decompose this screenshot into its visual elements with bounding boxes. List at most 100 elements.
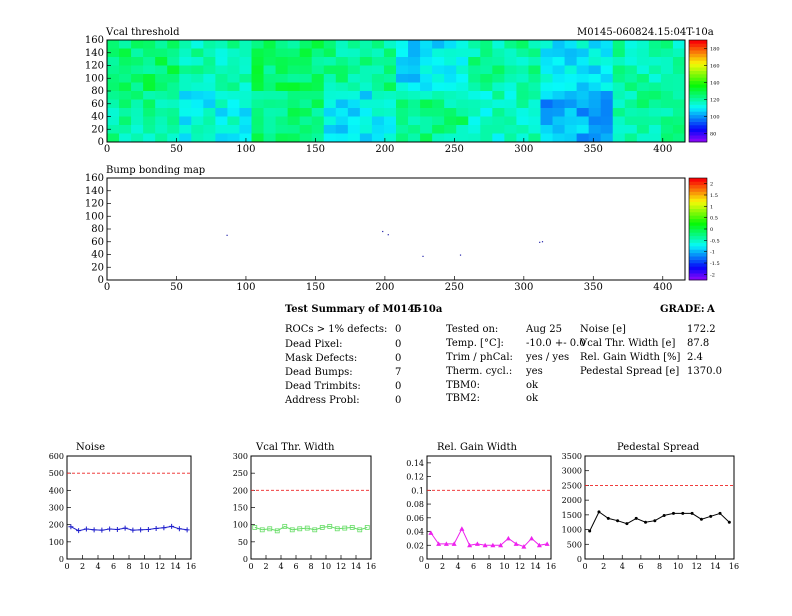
vcal-threshold-cell [516,116,529,126]
vcal-threshold-cell [107,40,120,49]
vcal-threshold-colorbar-band [689,135,707,139]
vcal-threshold-cell [612,99,626,109]
bump-map-colorbar-band [689,263,707,267]
vcal-threshold-cell [480,74,493,83]
vcal-threshold-cell [456,40,469,49]
noise-plot-point [145,526,151,532]
vcal-threshold-cell [299,91,313,100]
vcal-threshold-cell [131,133,144,143]
gain-width-plot-point [451,541,457,546]
vcal-threshold-cell [347,57,361,66]
bump-map-y-tick-label: 40 [91,250,104,261]
vcal-threshold-cell [299,48,313,58]
vcal-threshold-cell [359,82,373,92]
vcal-threshold-cell [600,116,614,126]
vcal-threshold-cell [600,82,614,92]
vcal-threshold-cell [155,74,168,83]
vcal-threshold-cell [564,91,578,100]
vcal-threshold-cell [528,125,541,134]
vcal-threshold-cell [311,74,325,83]
pedestal-plot-point [709,514,713,518]
vcal-threshold-cell [287,48,301,58]
pedestal-plot-y-tick-label: 1000 [562,526,582,535]
vcal-threshold-cell [552,48,565,58]
vcal-threshold-cell [624,48,638,58]
bump-map-colorbar-label: 0 [710,227,713,233]
vcal-threshold-cell [576,40,590,49]
vcal-threshold-cell [107,91,120,100]
vcal-threshold-colorbar-band [689,108,707,112]
vcal-threshold-colorbar-band [689,74,707,78]
vcal-threshold-cell [576,133,590,143]
vcal-threshold-colorbar-band [689,60,707,65]
vcal-threshold-cell [444,82,457,92]
vcal-threshold-cell [323,65,337,75]
vcal-threshold-cell [107,74,120,83]
vcal-threshold-cell [107,48,120,58]
vcal-threshold-cell [191,57,204,66]
bump-map-x-tick-label: 0 [104,282,110,293]
vcal-threshold-cell [612,82,626,92]
vcal-threshold-cell [107,82,120,92]
vcal-threshold-cell [275,99,289,109]
vcal-threshold-colorbar-label: 160 [710,64,720,70]
vcal-threshold-cell [408,133,421,143]
vcal-width-plot-point [312,527,318,533]
gain-width-plot-x-tick-label: 16 [546,562,556,571]
vcal-threshold-cell [347,40,361,49]
vcal-threshold-colorbar-band [689,80,707,85]
vcal-threshold-cell [456,133,469,143]
vcal-threshold-cell [660,48,674,58]
vcal-threshold-cell [672,133,686,143]
vcal-threshold-cell [263,125,276,134]
bump-map-y-tick-label: 60 [91,237,104,248]
vcal-threshold-cell [251,133,264,143]
pedestal-plot-x-tick-label: 10 [673,562,683,571]
vcal-threshold-cell [600,74,614,83]
vcal-threshold-cell [215,74,228,83]
vcal-threshold-cell [299,65,313,75]
gain-width-plot-x-tick-label: 8 [486,562,491,571]
vcal-threshold-cell [576,82,590,92]
vcal-threshold-cell [299,116,313,126]
vcal-threshold-cell [528,65,541,75]
vcal-threshold-cell [576,116,590,126]
vcal-threshold-cell [624,108,638,117]
vcal-threshold-cell [564,116,578,126]
vcal-threshold-cell [143,65,156,75]
vcal-threshold-x-tick-label: 100 [236,144,255,155]
vcal-threshold-cell [408,57,421,66]
vcal-threshold-cell [588,99,602,109]
vcal-threshold-cell [420,108,433,117]
bump-map-colorbar-band [689,252,707,257]
vcal-threshold-cell [383,65,397,75]
vcal-threshold-cell [660,108,674,117]
vcal-width-plot-x-tick-label: 16 [366,562,376,571]
vcal-threshold-cell [432,65,445,75]
vcal-width-plot-point [334,526,340,532]
vcal-threshold-x-tick-label: 250 [445,144,464,155]
vcal-threshold-cell [263,82,276,92]
noise-plot-point [169,523,175,529]
vcal-threshold-cell [624,133,638,143]
vcal-threshold-cell [203,74,216,83]
bump-map-colorbar-label: 2 [710,182,713,188]
vcal-threshold-cell [528,99,541,109]
vcal-threshold-cell [396,48,409,58]
bump-map-colorbar-band [689,256,707,260]
vcal-threshold-cell [636,40,650,49]
vcal-threshold-cell [383,40,397,49]
vcal-threshold-cell [215,65,228,75]
vcal-threshold-cell [287,74,301,83]
noise-plot-frame [66,455,192,560]
bump-map-colorbar-label: 0.5 [710,216,718,222]
vcal-threshold-cell [612,74,626,83]
gain-width-plot-point [490,542,496,548]
vcal-threshold-cell [299,133,313,143]
vcal-threshold-cell [143,133,156,143]
vcal-width-plot-x-tick-label: 2 [263,562,268,571]
bump-map-colorbar-label: 1.5 [710,193,718,199]
vcal-threshold-cell [203,48,216,58]
vcal-threshold-cell [492,108,505,117]
vcal-threshold-cell [227,99,240,109]
